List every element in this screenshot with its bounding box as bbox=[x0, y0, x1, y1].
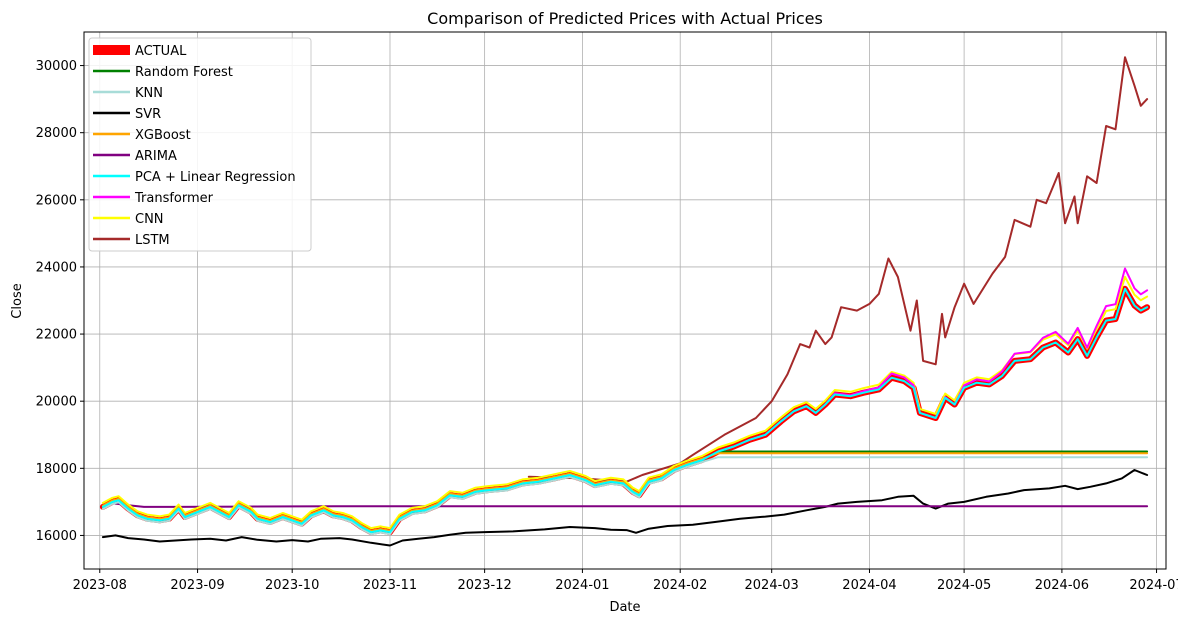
y-tick-label: 26000 bbox=[36, 193, 77, 208]
legend-label: PCA + Linear Regression bbox=[135, 170, 296, 185]
series-line-svr bbox=[101, 469, 1149, 547]
y-tick-label: 30000 bbox=[36, 59, 77, 74]
legend-label: ARIMA bbox=[135, 149, 177, 164]
legend-label: ACTUAL bbox=[135, 44, 187, 59]
chart-title: Comparison of Predicted Prices with Actu… bbox=[427, 9, 823, 28]
legend-box bbox=[88, 37, 312, 252]
legend-label: CNN bbox=[135, 212, 164, 227]
y-tick-label: 22000 bbox=[36, 328, 77, 343]
x-tick-label: 2024-06 bbox=[1035, 578, 1089, 593]
legend-label: Transformer bbox=[134, 191, 214, 206]
plot-frame bbox=[83, 31, 1167, 570]
x-tick-label: 2024-03 bbox=[745, 578, 799, 593]
legend-label: KNN bbox=[135, 86, 163, 101]
legend-label: LSTM bbox=[135, 233, 170, 248]
y-tick-label: 16000 bbox=[36, 529, 77, 544]
x-tick-label: 2024-07 bbox=[1129, 578, 1178, 593]
legend-label: Random Forest bbox=[135, 65, 233, 80]
series-line-pca-linear-regression bbox=[101, 287, 1149, 534]
legend-label: XGBoost bbox=[135, 128, 191, 143]
x-tick-label: 2023-12 bbox=[457, 578, 511, 593]
y-tick-label: 24000 bbox=[36, 260, 77, 275]
y-tick-label: 28000 bbox=[36, 126, 77, 141]
series-line-knn bbox=[101, 456, 1149, 536]
y-axis: 16000 18000 20000 22000 24000 26000 28000 30000 bbox=[36, 59, 84, 544]
y-axis-label: Close bbox=[10, 283, 25, 318]
x-axis: 2023-08 2023-09 2023-10 2023-11 2023-12 2024-… bbox=[73, 569, 1178, 593]
legend-swatch bbox=[93, 45, 130, 55]
x-tick-label: 2024-05 bbox=[937, 578, 991, 593]
legend-label: SVR bbox=[135, 107, 161, 122]
x-tick-label: 2023-10 bbox=[265, 578, 319, 593]
y-tick-label: 20000 bbox=[36, 395, 77, 410]
x-tick-label: 2024-01 bbox=[555, 578, 609, 593]
x-tick-label: 2023-08 bbox=[73, 578, 127, 593]
series-line-lstm bbox=[527, 56, 1149, 483]
x-axis-label: Date bbox=[609, 600, 640, 615]
x-tick-label: 2023-11 bbox=[363, 578, 417, 593]
x-tick-label: 2024-04 bbox=[842, 578, 896, 593]
y-tick-label: 18000 bbox=[36, 462, 77, 477]
x-tick-label: 2023-09 bbox=[170, 578, 224, 593]
series-layer bbox=[99, 56, 1151, 547]
series-line-cnn bbox=[101, 275, 1149, 530]
x-tick-label: 2024-02 bbox=[653, 578, 707, 593]
legend: ACTUAL Random Forest KNN SVR XGBoost ARIMA PCA… bbox=[88, 37, 312, 252]
